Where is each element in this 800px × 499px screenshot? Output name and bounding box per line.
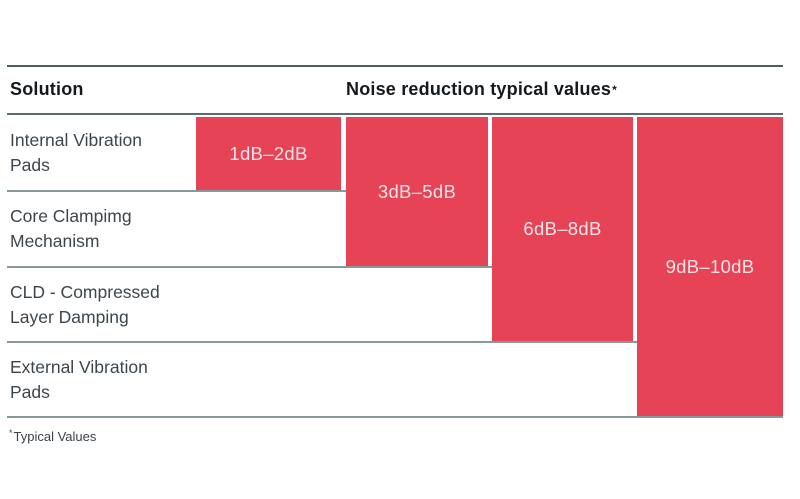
range-bar-1db-2db: 1dB–2dB <box>196 117 341 190</box>
range-bar-value: 1dB–2dB <box>229 142 308 164</box>
row-divider <box>7 266 492 268</box>
range-bar-value: 9dB–10dB <box>665 255 755 277</box>
header-bottom-border <box>7 113 783 115</box>
row-label-external-vibration-pads: External Vibration Pads <box>10 343 188 416</box>
row-label-line: External Vibration <box>10 356 148 377</box>
solution-column-header: Solution <box>10 66 84 113</box>
row-label-line: Layer Damping <box>10 306 129 327</box>
table-top-border <box>7 65 783 67</box>
row-label-line: Pads <box>10 155 50 175</box>
row-label-cld-compressed-layer-damping: CLD - Compressed Layer Damping <box>10 268 188 341</box>
footnote: *Typical Values <box>9 427 97 444</box>
row-label-internal-vibration-pads: Internal Vibration Pads <box>10 116 188 190</box>
row-label-line: CLD - Compressed <box>10 281 160 302</box>
row-label-line: Mechanism <box>10 231 100 251</box>
row-label-line: Pads <box>10 381 50 402</box>
solution-header-label: Solution <box>10 79 84 99</box>
row-divider <box>7 341 637 343</box>
range-bar-value: 3dB–5dB <box>377 180 457 202</box>
row-label-line: Core Clampimg <box>10 206 132 226</box>
range-bar-3db-5db: 3dB–5dB <box>346 117 488 266</box>
values-header-label: Noise reduction typical values <box>346 79 612 99</box>
row-divider <box>7 190 346 192</box>
table-bottom-border <box>7 416 783 418</box>
values-column-header: Noise reduction typical values * <box>346 79 617 99</box>
row-label-line: Internal Vibration <box>10 130 142 150</box>
range-bar-value: 6dB–8dB <box>523 218 602 239</box>
range-bar-6db-8db: 6dB–8dB <box>492 117 633 341</box>
footnote-text: Typical Values <box>13 429 97 444</box>
row-label-core-clamping-mechanism: Core Clampimg Mechanism <box>10 192 188 266</box>
footnote-asterisk: * <box>9 427 13 438</box>
range-bar-9db-10db: 9dB–10dB <box>637 117 783 416</box>
